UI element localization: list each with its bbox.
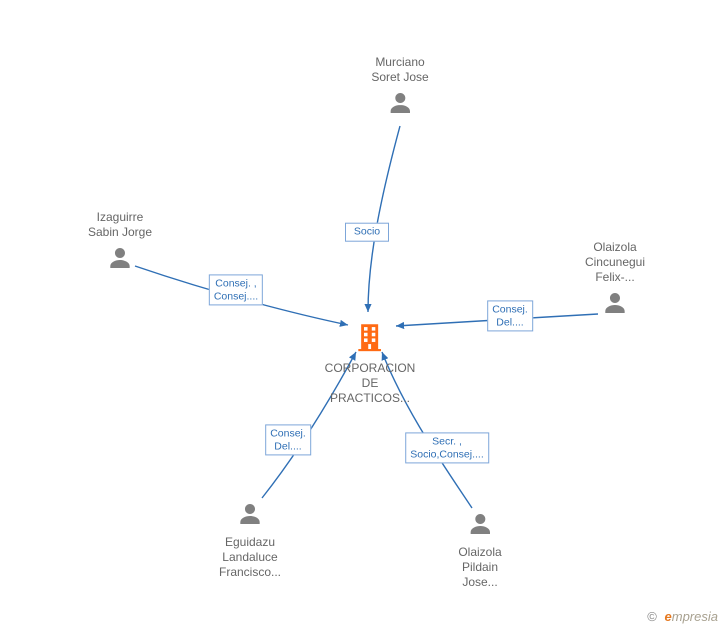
edge-label: Secr. , Socio,Consej.... — [405, 432, 489, 463]
person-node[interactable]: Eguidazu Landaluce Francisco... — [219, 500, 281, 580]
person-icon — [236, 500, 264, 528]
edge-label: Socio — [345, 223, 389, 242]
footer-credit: © empresia — [647, 609, 718, 624]
edge-label: Consej. Del.... — [265, 424, 311, 455]
building-icon — [353, 320, 387, 354]
person-icon — [466, 510, 494, 538]
company-node[interactable]: CORPORACION DE PRACTICOS... — [325, 320, 416, 406]
person-icon — [106, 244, 134, 272]
person-node[interactable]: Olaizola Cincunegui Felix-... — [585, 240, 645, 320]
person-label: Olaizola Pildain Jose... — [458, 545, 501, 590]
person-icon — [386, 89, 414, 117]
person-label: Izaguirre Sabin Jorge — [88, 210, 152, 240]
person-label: Murciano Soret Jose — [371, 55, 428, 85]
person-node[interactable]: Izaguirre Sabin Jorge — [88, 210, 152, 275]
company-label: CORPORACION DE PRACTICOS... — [325, 361, 416, 406]
brand-initial: e — [665, 609, 672, 624]
edge-line — [368, 126, 400, 312]
copyright-symbol: © — [647, 609, 657, 624]
person-icon — [601, 289, 629, 317]
person-label: Olaizola Cincunegui Felix-... — [585, 240, 645, 285]
brand-rest: mpresia — [672, 609, 718, 624]
person-label: Eguidazu Landaluce Francisco... — [219, 535, 281, 580]
edge-label: Consej. , Consej.... — [209, 274, 263, 305]
person-node[interactable]: Murciano Soret Jose — [371, 55, 428, 120]
person-node[interactable]: Olaizola Pildain Jose... — [458, 510, 501, 590]
edge-label: Consej. Del.... — [487, 300, 533, 331]
